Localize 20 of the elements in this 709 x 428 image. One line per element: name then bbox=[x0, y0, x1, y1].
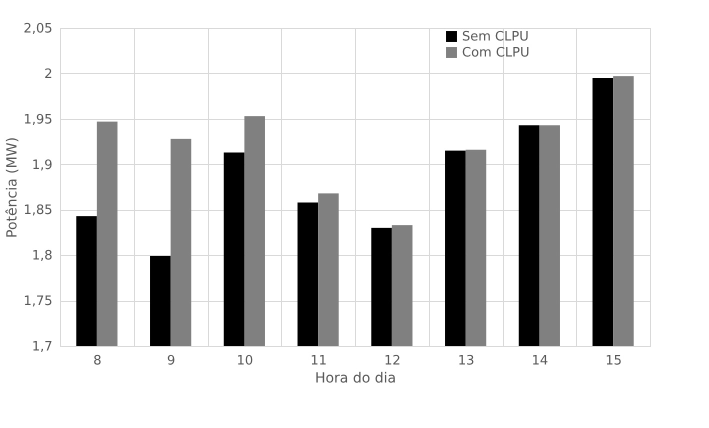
y-axis-title: Potência (MW) bbox=[4, 137, 21, 238]
x-tick-label: 13 bbox=[458, 354, 474, 368]
y-tick-label: 1,75 bbox=[24, 294, 52, 310]
y-tick-label: 1,9 bbox=[32, 158, 52, 173]
legend-label: Sem CLPU bbox=[462, 30, 529, 44]
x-tick-label: 10 bbox=[236, 354, 254, 368]
x-tick-label: 9 bbox=[166, 354, 176, 368]
x-tick-label: 8 bbox=[93, 354, 102, 368]
y-tick-label: 1,85 bbox=[24, 203, 52, 218]
y-tick-label: 1,7 bbox=[32, 340, 52, 354]
x-axis-title: Hora do dia bbox=[314, 370, 396, 386]
x-tick-label: 15 bbox=[605, 354, 622, 368]
x-tick-label: 11 bbox=[310, 354, 327, 368]
y-tick-label: 1,95 bbox=[24, 112, 52, 128]
y-tick-label: 1,8 bbox=[32, 248, 52, 264]
legend-label: Com CLPU bbox=[462, 46, 530, 60]
y-tick-label: 2 bbox=[44, 66, 52, 82]
y-tick-label: 2,05 bbox=[24, 22, 52, 36]
x-tick-label: 12 bbox=[384, 354, 401, 368]
x-tick-label: 14 bbox=[532, 354, 548, 368]
